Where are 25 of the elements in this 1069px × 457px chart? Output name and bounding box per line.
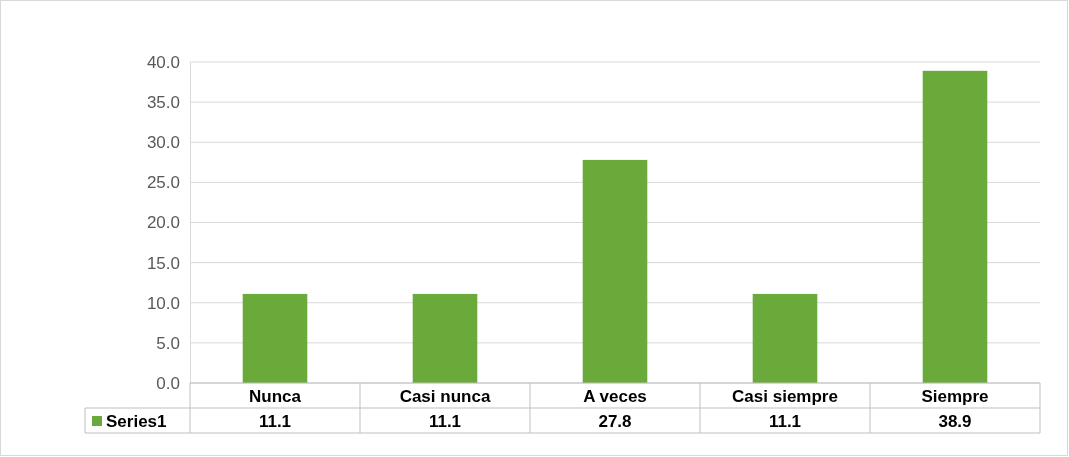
y-tick-label: 40.0 — [146, 52, 180, 72]
bar — [922, 70, 988, 383]
y-tick-label: 5.0 — [156, 333, 180, 353]
bar — [412, 293, 478, 383]
y-tick-label: 15.0 — [146, 253, 180, 273]
y-tick-label: 0.0 — [156, 373, 180, 393]
bar — [582, 159, 648, 383]
data-label: 11.1 — [768, 412, 802, 431]
data-label: 11.1 — [258, 412, 292, 431]
y-tick-label: 20.0 — [146, 213, 180, 233]
data-label: 11.1 — [428, 412, 462, 431]
bar — [752, 293, 818, 383]
y-tick-label: 25.0 — [146, 173, 180, 193]
data-label: 27.8 — [598, 412, 632, 431]
x-tick-label: Casi siempre — [732, 387, 838, 406]
x-tick-label: Nunca — [249, 387, 302, 406]
y-tick-label: 30.0 — [146, 133, 180, 153]
x-tick-label: Casi nunca — [399, 387, 491, 406]
y-tick-label: 35.0 — [146, 93, 180, 113]
x-tick-label: A veces — [583, 387, 647, 406]
x-tick-label: Siempre — [921, 387, 989, 406]
data-label: 38.9 — [938, 412, 972, 431]
bar — [242, 293, 308, 383]
legend-label: Series1 — [106, 412, 167, 431]
y-tick-label: 10.0 — [146, 293, 180, 313]
